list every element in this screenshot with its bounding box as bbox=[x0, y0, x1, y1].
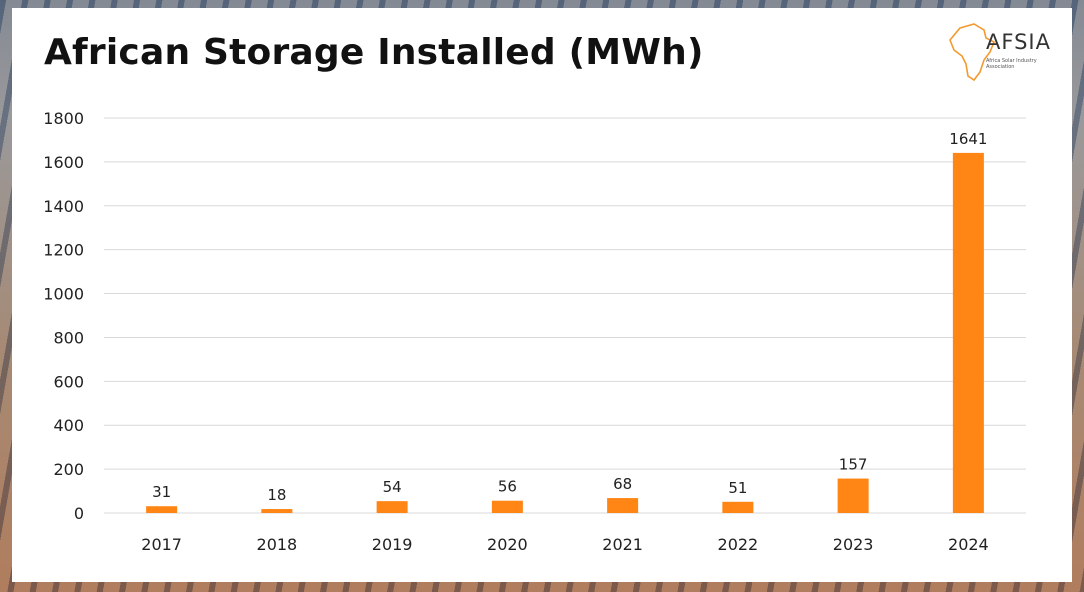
x-tick-label-2017: 2017 bbox=[141, 535, 182, 554]
page-title: African Storage Installed (MWh) bbox=[44, 32, 704, 73]
x-tick-label-2020: 2020 bbox=[487, 535, 528, 554]
bar-2018 bbox=[261, 509, 293, 513]
y-axis-ticks: 0 200 400 600 800 1000 1200 1400 1600 1800 bbox=[43, 109, 84, 523]
afsia-logo: AFSIA Africa Solar Industry Association bbox=[946, 20, 1056, 84]
x-tick-label-2019: 2019 bbox=[372, 535, 413, 554]
data-label-2019: 54 bbox=[383, 478, 402, 496]
bar-2023 bbox=[837, 478, 869, 513]
bar-2019 bbox=[376, 501, 408, 513]
data-label-2018: 18 bbox=[267, 486, 286, 504]
y-tick-label: 400 bbox=[53, 416, 84, 435]
y-tick-label: 1200 bbox=[43, 241, 84, 260]
data-label-2017: 31 bbox=[152, 483, 171, 501]
bar-chart: 0 200 400 600 800 1000 1200 1400 1600 1800 31 18 54… bbox=[43, 109, 1026, 554]
x-axis-ticks: 2017 2018 2019 2020 2021 2022 2023 2024 bbox=[141, 535, 988, 554]
y-tick-label: 800 bbox=[53, 328, 84, 347]
x-tick-label-2024: 2024 bbox=[948, 535, 989, 554]
bar-2022 bbox=[722, 501, 754, 513]
africa-map-icon bbox=[949, 23, 996, 82]
data-label-2020: 56 bbox=[498, 478, 517, 496]
x-tick-label-2018: 2018 bbox=[257, 535, 298, 554]
y-tick-label: 1600 bbox=[43, 153, 84, 172]
data-label-2021: 68 bbox=[613, 475, 632, 493]
logo-wordmark: AFSIA bbox=[986, 30, 1051, 54]
slide-card: African Storage Installed (MWh) AFSIA Af… bbox=[12, 8, 1072, 582]
data-label-2023: 157 bbox=[839, 456, 868, 474]
bar-2017 bbox=[146, 506, 178, 513]
y-tick-label: 0 bbox=[74, 504, 84, 523]
x-tick-label-2021: 2021 bbox=[602, 535, 643, 554]
data-label-2024: 1641 bbox=[949, 130, 987, 148]
data-label-2022: 51 bbox=[728, 479, 747, 497]
logo-tagline: Africa Solar Industry Association bbox=[986, 58, 1037, 70]
bar-2021 bbox=[607, 498, 639, 513]
y-tick-label: 1800 bbox=[43, 109, 84, 128]
bars: 31 18 54 56 68 51 157 1641 bbox=[146, 130, 987, 513]
bar-2024 bbox=[952, 152, 984, 513]
x-tick-label-2022: 2022 bbox=[718, 535, 759, 554]
bar-2020 bbox=[491, 500, 523, 513]
y-tick-label: 1000 bbox=[43, 285, 84, 304]
y-tick-label: 200 bbox=[53, 460, 84, 479]
y-tick-label: 1400 bbox=[43, 197, 84, 216]
x-tick-label-2023: 2023 bbox=[833, 535, 874, 554]
y-tick-label: 600 bbox=[53, 372, 84, 391]
gridlines bbox=[104, 117, 1026, 514]
